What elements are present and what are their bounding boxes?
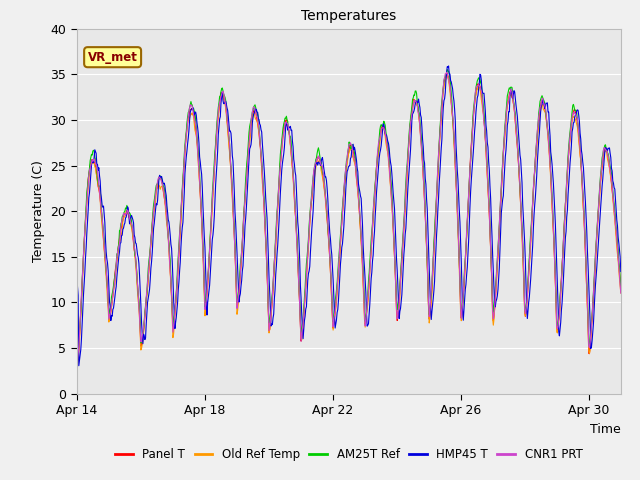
Panel T <box>73 363 81 369</box>
Old Ref Temp <box>73 363 81 369</box>
Legend: Panel T, Old Ref Temp, AM25T Ref, HMP45 T, CNR1 PRT: Panel T, Old Ref Temp, AM25T Ref, HMP45 … <box>111 443 587 466</box>
CNR1 PRT <box>355 193 362 199</box>
Old Ref Temp <box>444 73 451 79</box>
Panel T <box>490 318 497 324</box>
Old Ref Temp <box>135 305 143 311</box>
AM25T Ref <box>617 283 625 289</box>
AM25T Ref <box>444 67 451 72</box>
CNR1 PRT <box>147 248 154 254</box>
Line: HMP45 T: HMP45 T <box>77 66 621 366</box>
Panel T <box>355 195 362 201</box>
AM25T Ref <box>490 309 497 315</box>
Panel T <box>135 300 143 306</box>
HMP45 T <box>147 265 155 271</box>
Old Ref Temp <box>183 127 191 133</box>
Panel T <box>401 213 408 219</box>
CNR1 PRT <box>490 316 497 322</box>
Old Ref Temp <box>401 215 408 221</box>
Text: VR_met: VR_met <box>88 51 138 64</box>
Old Ref Temp <box>355 197 362 203</box>
AM25T Ref <box>183 120 191 126</box>
Panel T <box>617 289 625 295</box>
Line: Panel T: Panel T <box>77 73 621 366</box>
AM25T Ref <box>147 245 154 251</box>
AM25T Ref <box>401 207 408 213</box>
Line: Old Ref Temp: Old Ref Temp <box>77 76 621 366</box>
AM25T Ref <box>135 297 143 302</box>
Title: Temperatures: Temperatures <box>301 10 396 24</box>
Old Ref Temp <box>617 290 625 296</box>
Old Ref Temp <box>147 248 154 253</box>
HMP45 T <box>75 363 83 369</box>
HMP45 T <box>184 141 191 147</box>
CNR1 PRT <box>183 127 191 132</box>
Old Ref Temp <box>490 322 497 328</box>
HMP45 T <box>617 269 625 275</box>
Panel T <box>444 71 451 76</box>
CNR1 PRT <box>617 290 625 296</box>
CNR1 PRT <box>443 70 451 75</box>
Line: AM25T Ref: AM25T Ref <box>77 70 621 360</box>
Line: CNR1 PRT: CNR1 PRT <box>77 72 621 362</box>
Y-axis label: Temperature (C): Temperature (C) <box>32 160 45 262</box>
CNR1 PRT <box>401 212 408 218</box>
Panel T <box>147 248 154 254</box>
HMP45 T <box>355 185 363 191</box>
X-axis label: Time: Time <box>590 422 621 435</box>
CNR1 PRT <box>73 360 81 365</box>
HMP45 T <box>73 275 81 280</box>
AM25T Ref <box>73 357 81 362</box>
HMP45 T <box>490 287 498 293</box>
HMP45 T <box>445 63 452 69</box>
AM25T Ref <box>355 189 362 194</box>
HMP45 T <box>401 231 409 237</box>
CNR1 PRT <box>135 303 143 309</box>
Panel T <box>183 124 191 130</box>
HMP45 T <box>136 273 143 278</box>
